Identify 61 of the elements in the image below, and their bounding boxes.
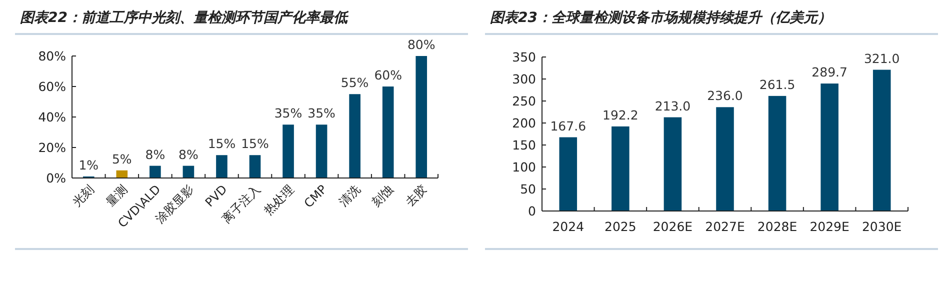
y-tick-label: 80% xyxy=(38,48,66,64)
chart-title: 图表22：前道工序中光刻、量检测环节国产化率最低 xyxy=(20,9,350,26)
bar xyxy=(216,155,228,178)
x-tick-label: 2027E xyxy=(705,219,745,234)
x-tick-label: 清洗 xyxy=(336,182,363,210)
x-tick-label: 2030E xyxy=(862,219,902,234)
y-tick-label: 250 xyxy=(512,94,536,108)
y-tick-label: 100 xyxy=(512,160,536,174)
y-tick-label: 150 xyxy=(512,138,536,152)
bar xyxy=(559,137,578,211)
x-tick-label: 热处理 xyxy=(261,182,296,218)
x-tick-label: 刻蚀 xyxy=(369,182,396,210)
y-tick-label: 300 xyxy=(512,72,536,86)
data-label: 35% xyxy=(308,106,336,121)
data-label: 8% xyxy=(178,146,198,162)
y-tick-label: 60% xyxy=(38,79,66,94)
data-label: 321.0 xyxy=(864,50,900,66)
data-label: 15% xyxy=(208,136,236,152)
x-tick-label: 去胶 xyxy=(402,182,430,210)
chart-title: 图表23：全球量检测设备市场规模持续提升（亿美元） xyxy=(490,9,832,26)
bar xyxy=(612,126,630,211)
bar xyxy=(664,117,682,211)
x-tick-label: 2029E xyxy=(810,219,850,234)
data-label: 80% xyxy=(407,37,436,52)
bar xyxy=(768,96,786,211)
x-tick-label: 2024 xyxy=(552,219,584,234)
y-tick-label: 40% xyxy=(38,110,66,124)
bar xyxy=(182,166,194,178)
data-label: 55% xyxy=(340,75,369,90)
data-label: 236.0 xyxy=(707,88,743,104)
bar xyxy=(249,155,261,178)
y-tick-label: 200 xyxy=(512,116,536,130)
y-tick-label: 50 xyxy=(520,182,536,196)
y-tick-label: 20% xyxy=(38,140,66,155)
x-tick-label: 2025 xyxy=(604,219,636,234)
data-label: 261.5 xyxy=(759,76,796,92)
bar xyxy=(872,70,891,211)
bar xyxy=(820,84,838,211)
data-label: 15% xyxy=(241,136,270,152)
bar xyxy=(416,56,428,178)
bar xyxy=(150,166,161,178)
bar xyxy=(316,124,328,178)
data-label: 213.0 xyxy=(654,98,691,114)
data-label: 192.2 xyxy=(602,107,638,122)
y-tick-label: 0% xyxy=(46,170,66,186)
bar xyxy=(349,94,360,178)
x-tick-label: 2026E xyxy=(652,219,693,234)
x-tick-label: 2028E xyxy=(757,219,798,234)
bar xyxy=(282,124,294,178)
bar xyxy=(716,107,734,211)
data-label: 8% xyxy=(145,146,166,162)
x-tick-label: 光刻 xyxy=(70,182,97,210)
y-tick-label: 350 xyxy=(512,50,536,64)
data-label: 1% xyxy=(78,157,99,172)
data-label: 60% xyxy=(374,68,402,82)
data-label: 167.6 xyxy=(550,118,586,134)
y-tick-label: 0 xyxy=(528,204,536,218)
bar xyxy=(382,86,394,178)
data-label: 35% xyxy=(274,106,302,121)
data-label: 5% xyxy=(112,151,132,166)
data-label: 289.7 xyxy=(812,64,848,80)
